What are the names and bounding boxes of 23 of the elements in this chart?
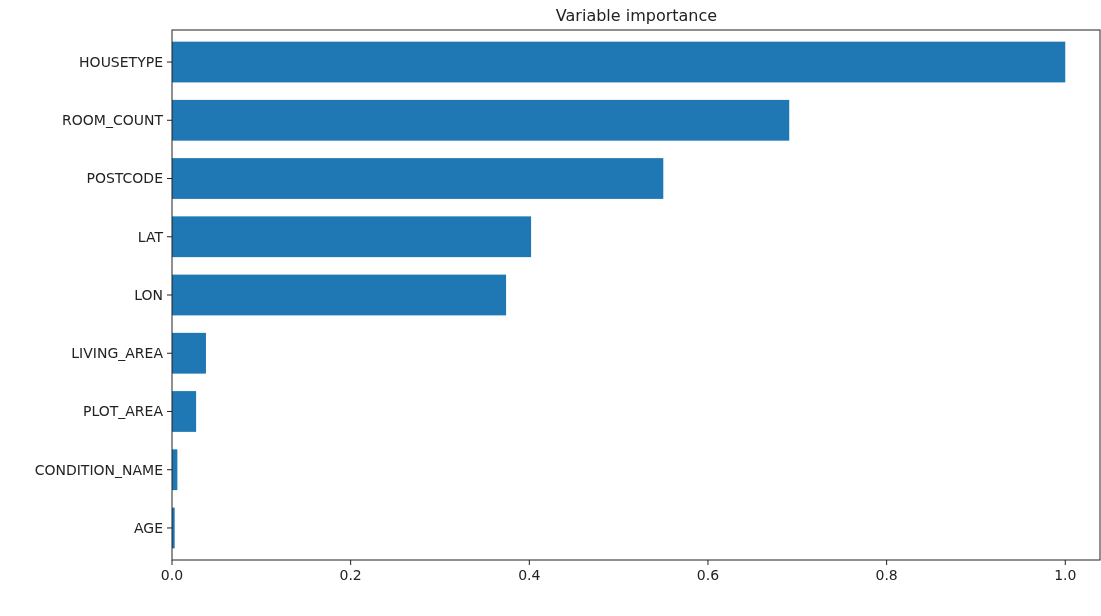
bar [172,41,1066,83]
y-tick-label: ROOM_COUNT [62,112,164,129]
y-tick-label: AGE [133,519,163,536]
x-tick-label: 0.8 [875,567,898,583]
x-tick-label: 0.6 [696,567,720,583]
bar [172,332,206,374]
x-tick-label: 0.4 [518,567,541,583]
y-tick-label: CONDITION_NAME [34,461,163,478]
bar [172,216,532,258]
bar [172,274,507,316]
bar [172,158,664,199]
x-tick-label: 0.0 [160,567,184,583]
bar [172,99,790,141]
y-tick-label: HOUSETYPE [79,53,163,70]
chart-title: Variable importance [555,6,718,25]
x-tick-label: 0.2 [339,567,362,583]
y-tick-label: LIVING_AREA [71,345,164,362]
bar [172,391,197,432]
y-tick-label: POSTCODE [86,170,163,187]
x-tick-label: 1.0 [1054,567,1077,583]
y-tick-label: LAT [137,228,164,245]
y-tick-label: PLOT_AREA [82,403,164,420]
y-tick-label: LON [134,286,163,303]
